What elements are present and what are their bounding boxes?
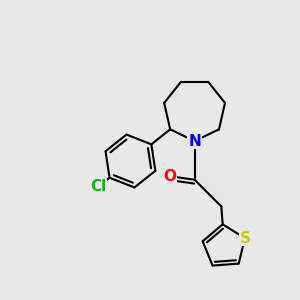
- Text: Cl: Cl: [90, 179, 106, 194]
- Text: N: N: [188, 134, 201, 148]
- Text: S: S: [239, 231, 250, 246]
- Text: O: O: [163, 169, 176, 184]
